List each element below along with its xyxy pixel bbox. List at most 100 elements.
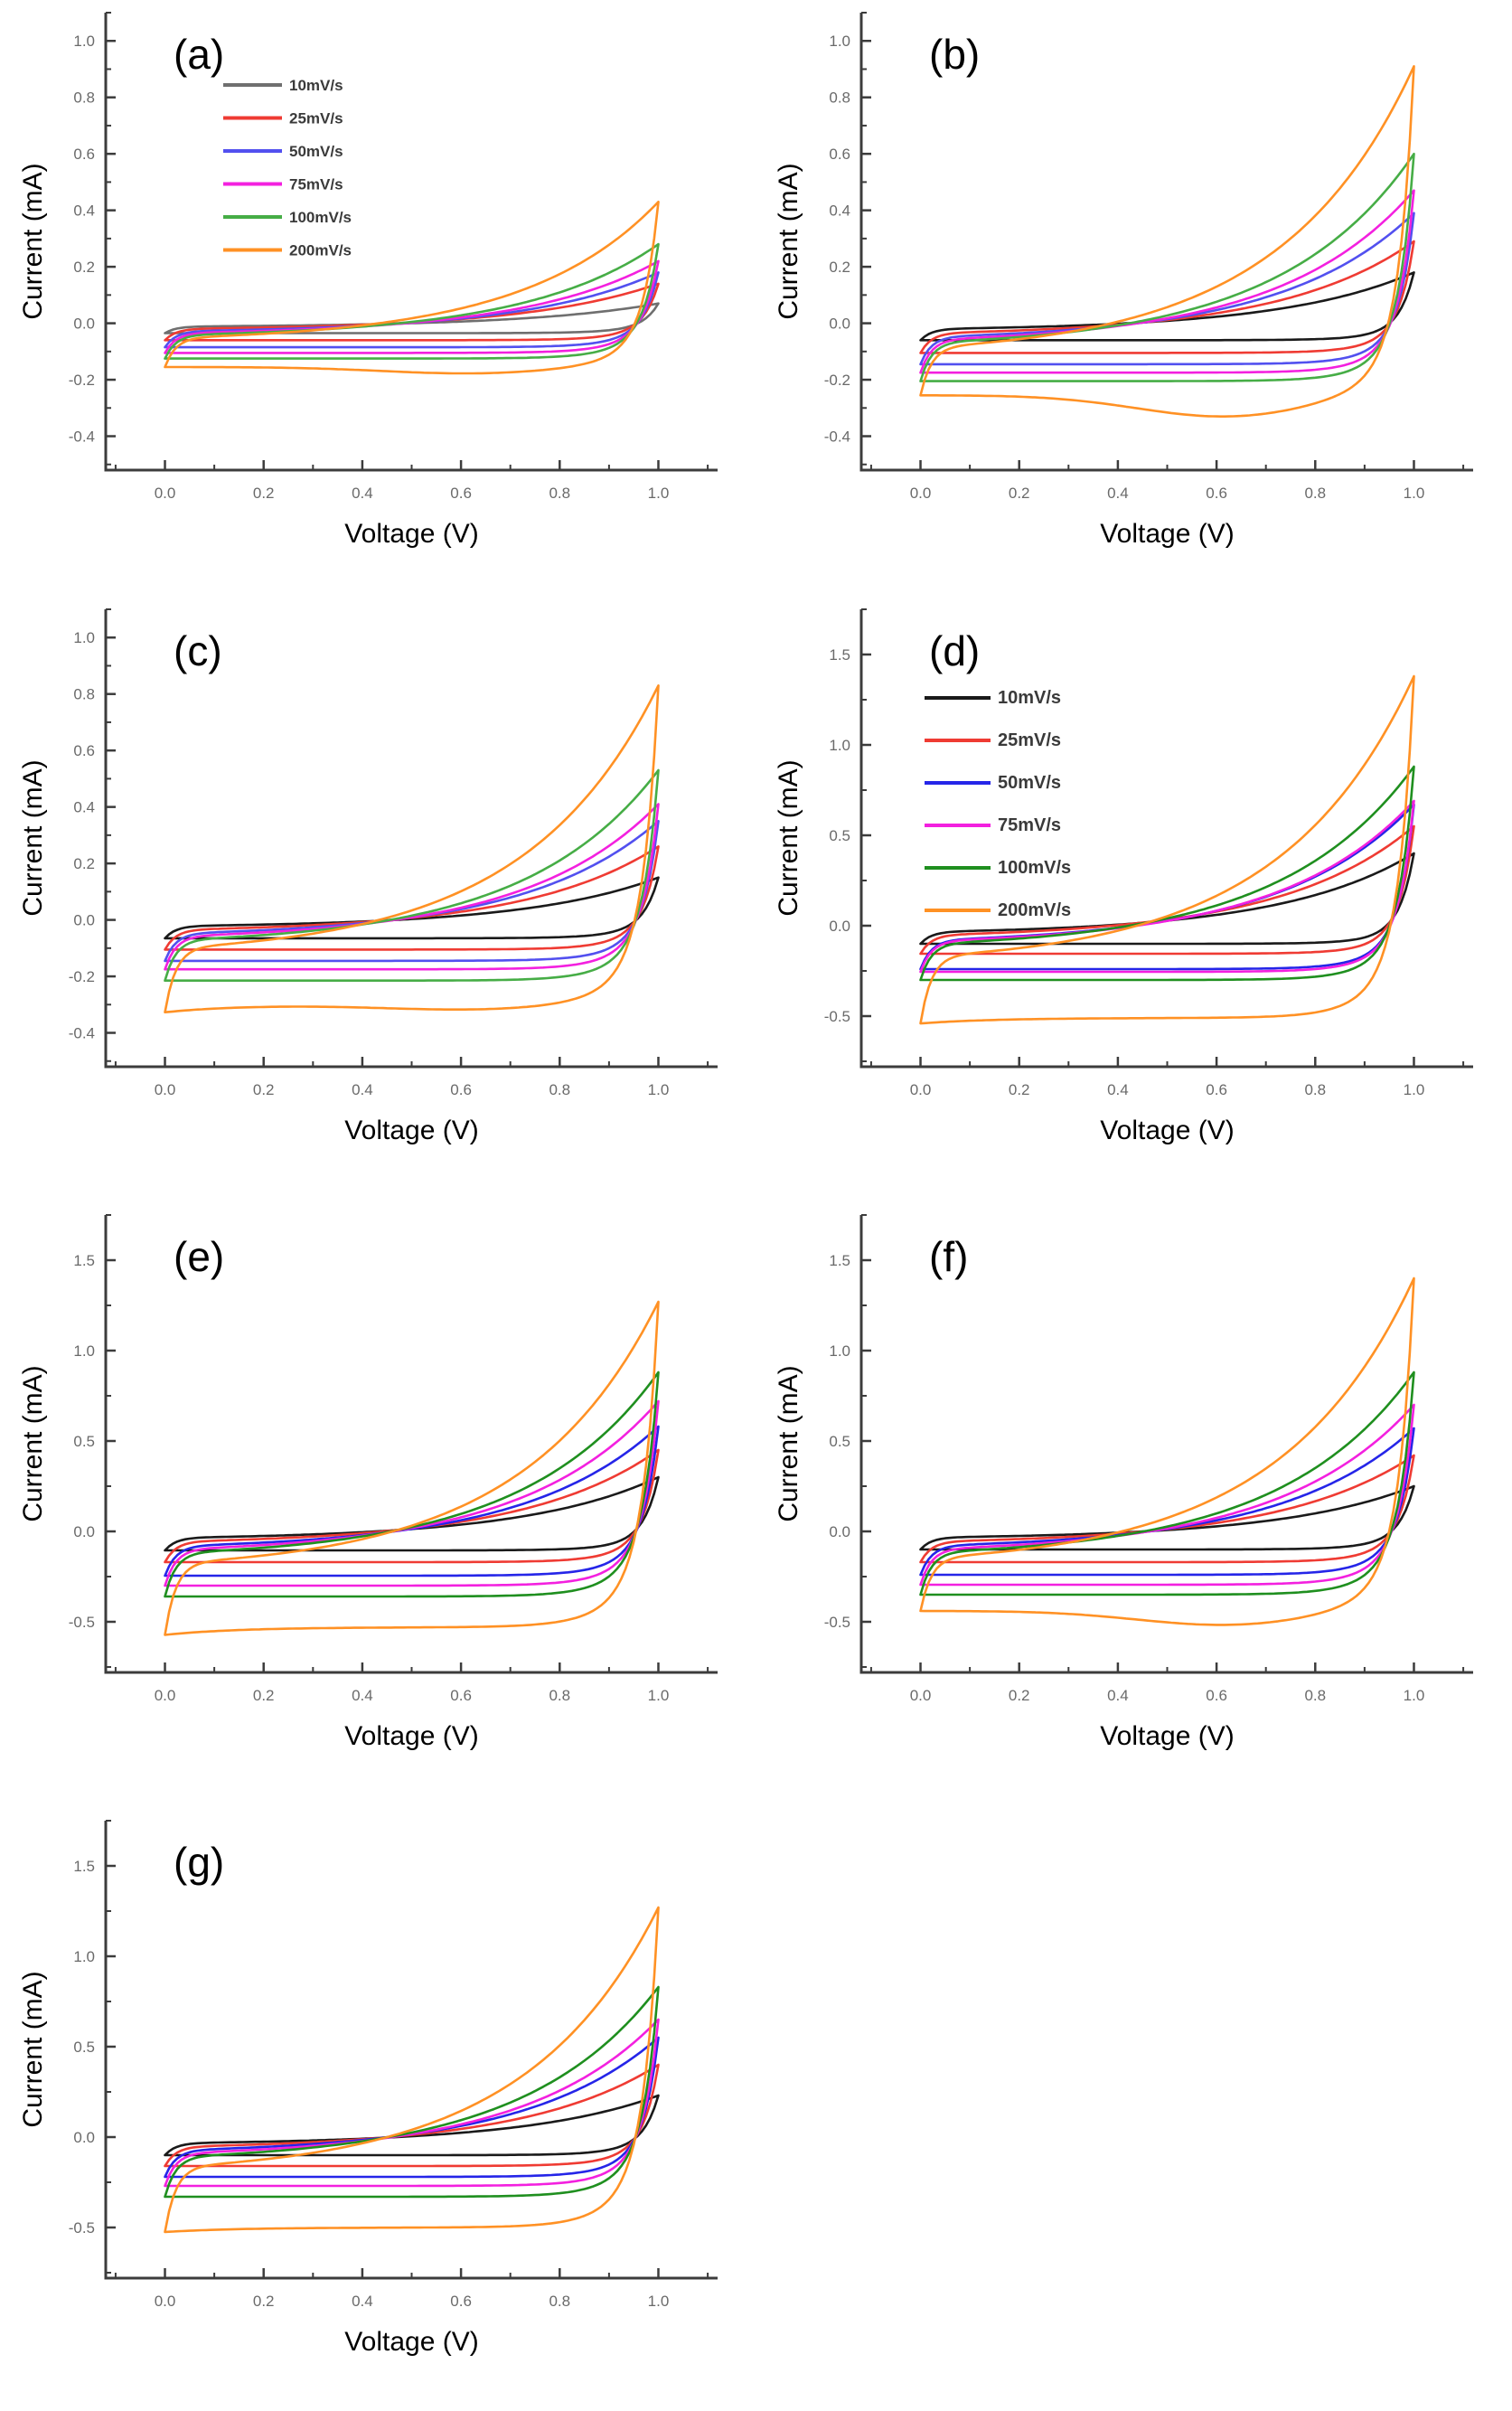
curve-10mVs bbox=[919, 1484, 1415, 1551]
curve-25mVs bbox=[164, 282, 660, 342]
y-tick-label: 1.5 bbox=[73, 1252, 95, 1269]
x-tick-label: 0.6 bbox=[1206, 1081, 1227, 1098]
y-tick-label: 0.5 bbox=[73, 1433, 95, 1450]
y-tick-label: 1.5 bbox=[829, 646, 850, 664]
y-tick-label: -0.5 bbox=[69, 2219, 95, 2237]
x-tick-label: 0.4 bbox=[352, 2293, 373, 2310]
x-axis-title: Voltage (V) bbox=[344, 1721, 478, 1751]
y-tick-label: 0.5 bbox=[73, 2039, 95, 2056]
panel-d-chart: 0.0 0.2 0.4 0.6 0.8 1.0 -0.5 0.0 0.5 1.0 1.5 Voltag… bbox=[775, 608, 1473, 1145]
x-tick-label: 0.6 bbox=[1206, 1687, 1227, 1704]
x-axis-title: Voltage (V) bbox=[344, 2327, 478, 2357]
x-tick-label: 1.0 bbox=[1404, 1081, 1425, 1098]
x-tick-label: 0.8 bbox=[1304, 1687, 1326, 1704]
x-tick-label: 1.0 bbox=[648, 1687, 670, 1704]
panel-b: 0.0 0.2 0.4 0.6 0.8 1.0 -0.4 -0.2 0.0 0.2 0.4 0.6 0.… bbox=[775, 0, 1489, 560]
x-tick-label: 0.4 bbox=[1107, 485, 1129, 502]
y-tick-label: -0.4 bbox=[69, 429, 95, 446]
curve-200mVs bbox=[919, 674, 1415, 1025]
curve-10mVs bbox=[164, 2094, 660, 2157]
legend-label-25mVs: 25mV/s bbox=[998, 730, 1061, 750]
x-tick-label: 0.8 bbox=[549, 1081, 570, 1098]
panel-d: 0.0 0.2 0.4 0.6 0.8 1.0 -0.5 0.0 0.5 1.0 1.5 Voltag… bbox=[775, 597, 1489, 1157]
panel-c-chart: 0.0 0.2 0.4 0.6 0.8 1.0 -0.4 -0.2 0.0 0.2 0.4 0.6 0.… bbox=[20, 608, 718, 1145]
curve-10mVs bbox=[919, 271, 1415, 342]
y-tick-label: -0.4 bbox=[824, 429, 850, 446]
y-tick-label: 1.5 bbox=[73, 1858, 95, 1875]
legend-label-50mVs: 50mV/s bbox=[998, 773, 1061, 793]
curve-50mVs bbox=[164, 820, 660, 963]
y-tick-label: 0.8 bbox=[73, 686, 95, 703]
x-tick-label: 0.0 bbox=[910, 1081, 932, 1098]
panel-letter: (f) bbox=[929, 1233, 968, 1280]
curve-200mVs bbox=[164, 1300, 660, 1636]
y-tick-label: 0.0 bbox=[73, 316, 95, 333]
y-tick-label: 0.8 bbox=[829, 89, 850, 107]
x-tick-label: 0.2 bbox=[1009, 485, 1030, 502]
panel-f-chart: 0.0 0.2 0.4 0.6 0.8 1.0 -0.5 0.0 0.5 1.0 1.5 Voltag… bbox=[775, 1214, 1473, 1751]
x-tick-label: 0.0 bbox=[155, 2293, 176, 2310]
y-tick-label: -0.4 bbox=[69, 1025, 95, 1042]
x-tick-label: 0.2 bbox=[1009, 1081, 1030, 1098]
legend-label-10mVs: 10mV/s bbox=[289, 77, 343, 94]
x-tick-label: 0.6 bbox=[450, 1687, 472, 1704]
y-tick-label: 1.0 bbox=[73, 1342, 95, 1360]
x-axis-title: Voltage (V) bbox=[344, 1116, 478, 1145]
y-tick-label: 0.4 bbox=[829, 202, 850, 220]
curve-50mVs bbox=[164, 1425, 660, 1578]
y-tick-label: 1.5 bbox=[829, 1252, 850, 1269]
x-tick-label: 0.2 bbox=[253, 1081, 275, 1098]
y-tick-label: 1.0 bbox=[73, 1948, 95, 1965]
y-tick-label: 0.4 bbox=[73, 202, 95, 220]
panel-letter: (b) bbox=[929, 31, 980, 78]
panel-b-chart: 0.0 0.2 0.4 0.6 0.8 1.0 -0.4 -0.2 0.0 0.2 0.4 0.6 0.… bbox=[775, 12, 1473, 549]
y-axis-title: Current (mA) bbox=[775, 759, 803, 916]
curve-200mVs bbox=[919, 1276, 1415, 1626]
legend-label-200mVs: 200mV/s bbox=[998, 900, 1071, 920]
legend-label-25mVs: 25mV/s bbox=[289, 110, 343, 127]
legend-label-75mVs: 75mV/s bbox=[289, 176, 343, 193]
panel-letter: (e) bbox=[174, 1233, 224, 1280]
legend-label-200mVs: 200mV/s bbox=[289, 242, 352, 259]
panel-g-chart: 0.0 0.2 0.4 0.6 0.8 1.0 -0.5 0.0 0.5 1.0 1.5 Voltag… bbox=[20, 1820, 718, 2357]
x-tick-label: 0.8 bbox=[1304, 485, 1326, 502]
panel-g: 0.0 0.2 0.4 0.6 0.8 1.0 -0.5 0.0 0.5 1.0 1.5 Voltag… bbox=[20, 1808, 734, 2369]
y-tick-label: 0.0 bbox=[829, 316, 850, 333]
x-tick-label: 0.6 bbox=[450, 485, 472, 502]
x-tick-label: 1.0 bbox=[648, 2293, 670, 2310]
x-tick-label: 0.6 bbox=[450, 2293, 472, 2310]
curve-25mVs bbox=[164, 2063, 660, 2168]
x-tick-label: 0.0 bbox=[155, 485, 176, 502]
curve-10mVs bbox=[164, 1475, 660, 1552]
x-tick-label: 1.0 bbox=[1404, 1687, 1425, 1704]
y-tick-label: 0.6 bbox=[73, 742, 95, 759]
curve-100mVs bbox=[164, 1370, 660, 1598]
x-tick-label: 1.0 bbox=[1404, 485, 1425, 502]
y-tick-label: 0.4 bbox=[73, 799, 95, 816]
legend-label-75mVs: 75mV/s bbox=[998, 815, 1061, 835]
x-tick-label: 1.0 bbox=[648, 1081, 670, 1098]
y-tick-label: 1.0 bbox=[829, 33, 850, 50]
y-axis-title: Current (mA) bbox=[20, 759, 48, 916]
curve-10mVs bbox=[164, 876, 660, 940]
y-tick-label: 0.0 bbox=[73, 1523, 95, 1540]
y-tick-label: -0.5 bbox=[824, 1614, 850, 1631]
x-tick-label: 0.2 bbox=[253, 1687, 275, 1704]
y-tick-label: 1.0 bbox=[829, 737, 850, 754]
y-tick-label: -0.2 bbox=[824, 372, 850, 389]
curve-75mVs bbox=[164, 1399, 660, 1587]
y-axis-title: Current (mA) bbox=[20, 1365, 48, 1521]
x-tick-label: 0.4 bbox=[1107, 1687, 1129, 1704]
x-tick-label: 0.8 bbox=[549, 2293, 570, 2310]
panel-a: 0.0 0.2 0.4 0.6 0.8 1.0 -0.4 -0.2 0.0 0.2 0.4 0.6 0.… bbox=[20, 0, 734, 560]
y-tick-label: 0.0 bbox=[73, 912, 95, 929]
x-tick-label: 0.6 bbox=[450, 1081, 472, 1098]
x-tick-label: 0.2 bbox=[253, 485, 275, 502]
curve-50mVs bbox=[164, 2036, 660, 2179]
panel-letter: (d) bbox=[929, 627, 980, 674]
y-axis-title: Current (mA) bbox=[775, 1365, 803, 1521]
panel-c: 0.0 0.2 0.4 0.6 0.8 1.0 -0.4 -0.2 0.0 0.2 0.4 0.6 0.… bbox=[20, 597, 734, 1157]
curve-200mVs bbox=[164, 201, 660, 375]
panel-letter: (a) bbox=[174, 31, 224, 78]
